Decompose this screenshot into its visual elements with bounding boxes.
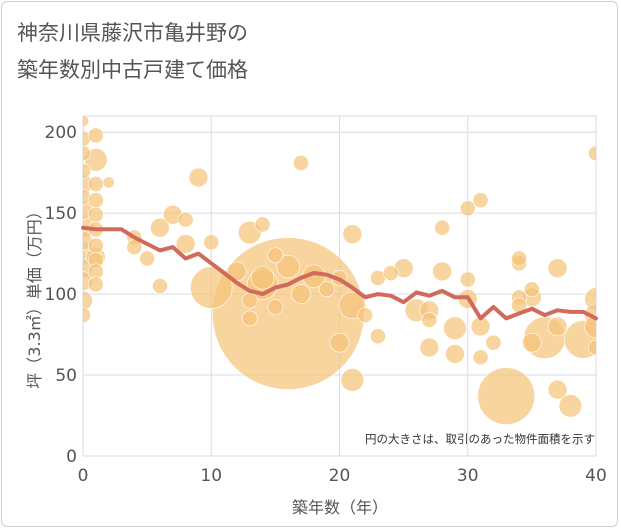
bubble-point — [177, 211, 194, 228]
x-tick-label: 10 — [200, 466, 222, 486]
bubble-point — [340, 368, 365, 392]
bubble-point — [250, 266, 275, 290]
y-tick-label: 50 — [55, 366, 77, 386]
bubble-point — [291, 284, 311, 304]
bubble-point — [588, 339, 596, 356]
bubble-point — [382, 265, 399, 281]
bubble-point — [83, 145, 91, 162]
bubble-point — [102, 176, 115, 189]
bubble-point — [432, 261, 452, 282]
bubble-point — [293, 155, 309, 171]
bubble-point — [445, 344, 465, 364]
bubble-point — [547, 379, 568, 400]
bubble-point — [419, 337, 440, 358]
bubble-point — [522, 332, 542, 353]
bubble-point — [357, 307, 374, 324]
bubble-point — [370, 328, 386, 345]
bubble-point — [87, 192, 104, 209]
bubble-point — [87, 237, 104, 254]
chart-title-line-2: 築年数別中古戸建て価格 — [17, 58, 248, 82]
chart-annotation: 円の大きさは、取引のあった物件面積を示す — [365, 432, 595, 446]
bubble-point — [318, 281, 335, 298]
trend-line-group — [81, 225, 598, 321]
x-tick-label: 40 — [585, 466, 607, 486]
bubble-point — [342, 224, 363, 244]
bubble-point — [150, 217, 170, 238]
bubble-point — [472, 349, 489, 366]
bubble-point — [83, 290, 93, 311]
y-tick-label: 150 — [45, 204, 77, 224]
bubble-point — [421, 312, 438, 328]
bubble-point — [83, 163, 91, 179]
chart-title-line-1: 神奈川県藤沢市亀井野の — [17, 21, 248, 45]
bubble-point — [443, 316, 467, 340]
bubble-point — [459, 200, 476, 217]
bubble-point — [175, 234, 196, 254]
bubble-point — [477, 367, 536, 425]
axes: 0 10 20 30 40 0 50 100 150 200 — [45, 123, 607, 486]
bubble-point — [329, 332, 350, 353]
bubble-point — [523, 281, 540, 298]
x-tick-label: 0 — [78, 466, 89, 486]
bubble-point — [87, 176, 104, 192]
bubble-point — [87, 127, 104, 144]
y-tick-label: 0 — [66, 447, 77, 467]
bubble-point — [152, 278, 168, 294]
bubble-point — [241, 310, 258, 327]
bubble-point — [276, 254, 300, 279]
bubble-point — [459, 271, 476, 288]
x-tick-label: 20 — [329, 466, 351, 486]
bubble-point — [485, 334, 502, 351]
bubble-point — [547, 316, 568, 337]
bubble-point — [83, 114, 89, 127]
trend-line — [81, 225, 598, 321]
y-tick-label: 200 — [45, 123, 77, 143]
bubble-point — [203, 234, 220, 251]
bubble-point — [511, 250, 527, 267]
bubble-point — [190, 266, 233, 309]
bubble-point — [267, 299, 284, 315]
bubble-point — [83, 307, 91, 324]
bubble-point — [558, 394, 583, 418]
bubble-point — [254, 216, 271, 233]
bubble-point — [87, 206, 104, 223]
bubble-point — [267, 247, 284, 264]
bubble-point — [588, 145, 596, 162]
y-tick-label: 100 — [45, 285, 77, 305]
y-axis-label: 坪（3.3㎡）単価（万円） — [25, 203, 44, 388]
bubble-point — [87, 276, 104, 293]
bubble-point — [472, 192, 489, 209]
bubble-point — [584, 314, 596, 339]
x-tick-label: 30 — [457, 466, 479, 486]
bubble-point — [188, 167, 209, 188]
bubble-point — [241, 292, 258, 309]
bubble-point — [139, 250, 156, 267]
bubble-point — [434, 219, 450, 236]
x-axis-label: 築年数（年） — [292, 498, 388, 517]
bubble-point — [547, 258, 568, 278]
